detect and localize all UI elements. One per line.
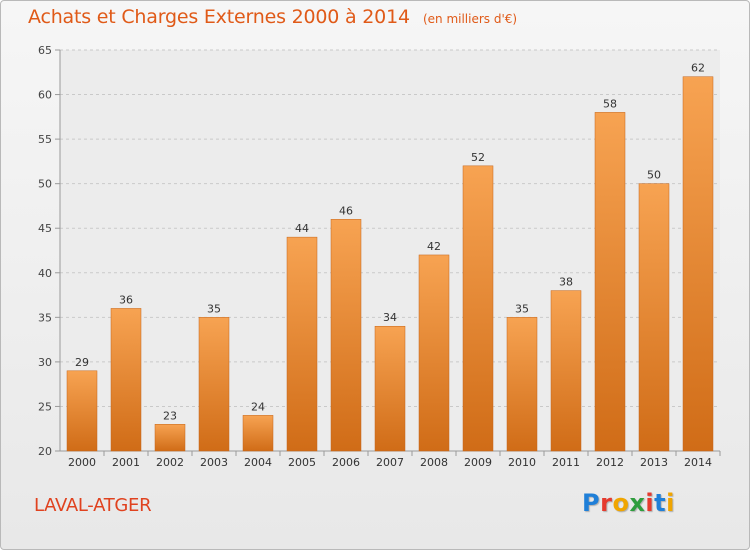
commune-name: LAVAL-ATGER [34,495,152,516]
logo-letter: o [612,489,630,517]
x-tick-label-2004: 2004 [244,456,272,469]
chart-unit: (en milliers d'€) [422,12,518,26]
y-tick-label: 65 [38,44,52,57]
proxiti-logo: Proxiti [582,489,675,517]
x-tick-label-2014: 2014 [684,456,712,469]
chart-title-row: Achats et Charges Externes 2000 à 2014 (… [28,6,517,28]
bar-2007 [374,325,406,452]
x-tick-label-2013: 2013 [640,456,668,469]
value-label-2004: 24 [251,400,265,413]
x-tick-label-2002: 2002 [156,456,184,469]
value-label-2013: 50 [647,169,661,182]
value-label-2000: 29 [75,356,89,369]
bar-2002 [154,424,186,452]
bars [66,76,714,452]
value-label-2006: 46 [339,204,353,217]
value-label-2007: 34 [383,311,397,324]
value-label-2012: 58 [603,97,617,110]
x-tick-label-2003: 2003 [200,456,228,469]
y-tick-label: 35 [38,311,52,324]
bar-2008 [418,254,450,452]
labels: 29 2000 36 2001 23 2002 35 2003 24 2004 44 2005 46 20… [68,62,712,469]
logo-letter: t [654,489,667,517]
y-tick-label: 55 [38,133,52,146]
value-label-2010: 35 [515,302,529,315]
bar-2000 [66,370,98,452]
bar-2012 [594,112,626,452]
value-label-2002: 23 [163,409,177,422]
chart-title: Achats et Charges Externes 2000 à 2014 [28,6,410,28]
x-tick-label-2007: 2007 [376,456,404,469]
value-label-2014: 62 [691,62,705,75]
x-tick-label-2008: 2008 [420,456,448,469]
value-label-2011: 38 [559,276,573,289]
bar-2003 [198,317,230,452]
bar-2014 [682,76,714,452]
x-tick-label-2011: 2011 [552,456,580,469]
value-label-2009: 52 [471,151,485,164]
logo-letter: P [582,489,601,517]
x-tick-label-2010: 2010 [508,456,536,469]
value-label-2003: 35 [207,302,221,315]
value-label-2005: 44 [295,222,309,235]
x-tick-label-2005: 2005 [288,456,316,469]
x-tick-label-2000: 2000 [68,456,96,469]
bar-2013 [638,183,670,452]
value-label-2001: 36 [119,293,133,306]
bar-2004 [242,415,274,452]
logo-letter: r [600,489,613,517]
bar-2011 [550,290,582,452]
y-tick-label: 20 [38,445,52,458]
bar-2005 [286,236,318,452]
y-tick-label: 60 [38,89,52,102]
y-tick-label: 25 [38,400,52,413]
x-tick-label-2009: 2009 [464,456,492,469]
x-tick-label-2001: 2001 [112,456,140,469]
bar-2006 [330,219,362,452]
y-tick-label: 50 [38,178,52,191]
bar-2001 [110,308,142,452]
y-tick-label: 30 [38,356,52,369]
x-tick-label-2006: 2006 [332,456,360,469]
bar-2010 [506,317,538,452]
logo-letter: x [629,489,646,517]
value-label-2008: 42 [427,240,441,253]
bar-2009 [462,165,494,452]
y-tick-label: 40 [38,267,52,280]
x-tick-label-2012: 2012 [596,456,624,469]
logo-letter: i [666,489,675,517]
logo-letter: i [645,489,655,517]
y-tick-label: 45 [38,222,52,235]
